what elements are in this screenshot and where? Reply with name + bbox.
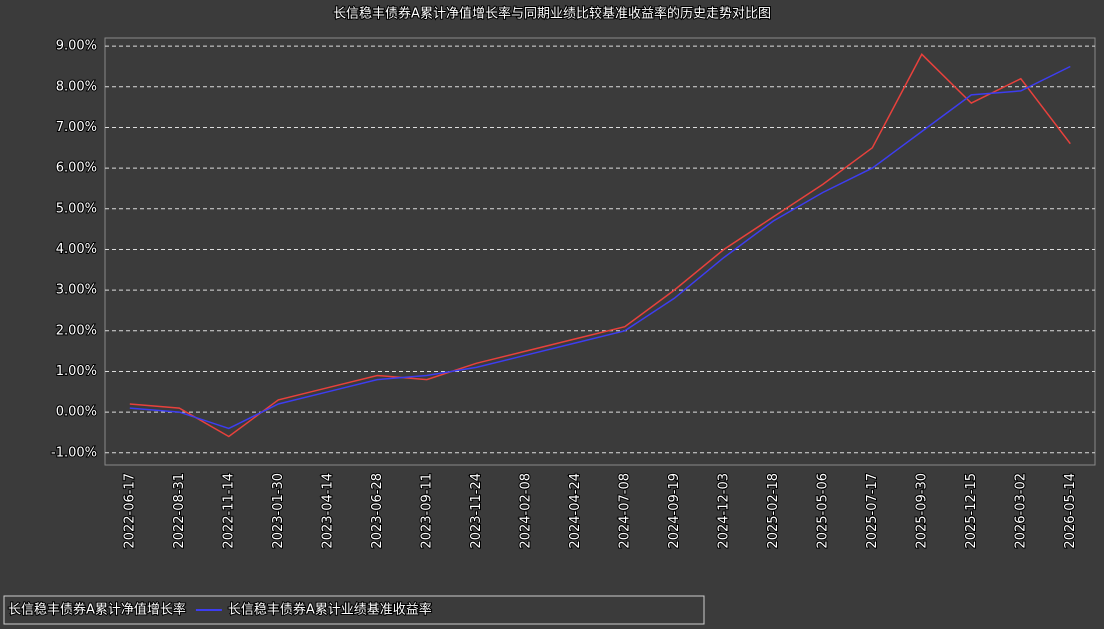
y-tick-label: -1.00% [51, 445, 97, 460]
y-tick-label: 8.00% [56, 79, 97, 94]
x-tick-label: 2024-07-08 [617, 473, 632, 549]
legend-label: 长信稳丰债券A累计净值增长率 [8, 602, 186, 618]
x-tick-label: 2022-06-17 [122, 473, 137, 549]
y-tick-label: 5.00% [56, 201, 97, 216]
y-tick-label: 6.00% [56, 161, 97, 176]
x-tick-label: 2026-05-14 [1063, 473, 1078, 549]
y-tick-label: 2.00% [56, 323, 97, 338]
y-tick-label: 4.00% [56, 242, 97, 257]
x-tick-label: 2025-09-30 [914, 473, 929, 549]
x-tick-label: 2024-04-24 [568, 473, 583, 549]
x-tick-label: 2022-08-31 [172, 473, 187, 549]
x-tick-label: 2022-11-14 [221, 473, 236, 549]
y-tick-label: 0.00% [56, 405, 97, 420]
x-tick-label: 2023-06-28 [370, 473, 385, 549]
chart: 长信稳丰债券A累计净值增长率与同期业绩比较基准收益率的历史走势对比图 -1.00… [0, 0, 1104, 629]
background [0, 0, 1104, 629]
chart-title: 长信稳丰债券A累计净值增长率与同期业绩比较基准收益率的历史走势对比图 [333, 6, 771, 22]
x-tick-label: 2025-05-06 [815, 473, 830, 549]
y-tick-label: 1.00% [56, 364, 97, 379]
x-tick-label: 2026-03-02 [1013, 473, 1028, 549]
x-tick-label: 2023-04-14 [320, 473, 335, 549]
x-tick-label: 2025-12-15 [964, 473, 979, 549]
x-tick-label: 2025-07-17 [865, 473, 880, 549]
x-tick-label: 2023-09-11 [419, 473, 434, 549]
y-tick-label: 7.00% [56, 120, 97, 135]
y-tick-label: 9.00% [56, 39, 97, 54]
legend-label: 长信稳丰债券A累计业绩基准收益率 [228, 602, 432, 618]
y-tick-label: 3.00% [56, 283, 97, 298]
x-tick-label: 2023-01-30 [271, 473, 286, 549]
x-tick-label: 2023-11-24 [469, 473, 484, 549]
x-tick-label: 2024-09-19 [667, 473, 682, 549]
x-tick-label: 2025-02-18 [766, 473, 781, 549]
x-tick-label: 2024-02-08 [518, 473, 533, 549]
x-tick-label: 2024-12-03 [716, 473, 731, 549]
